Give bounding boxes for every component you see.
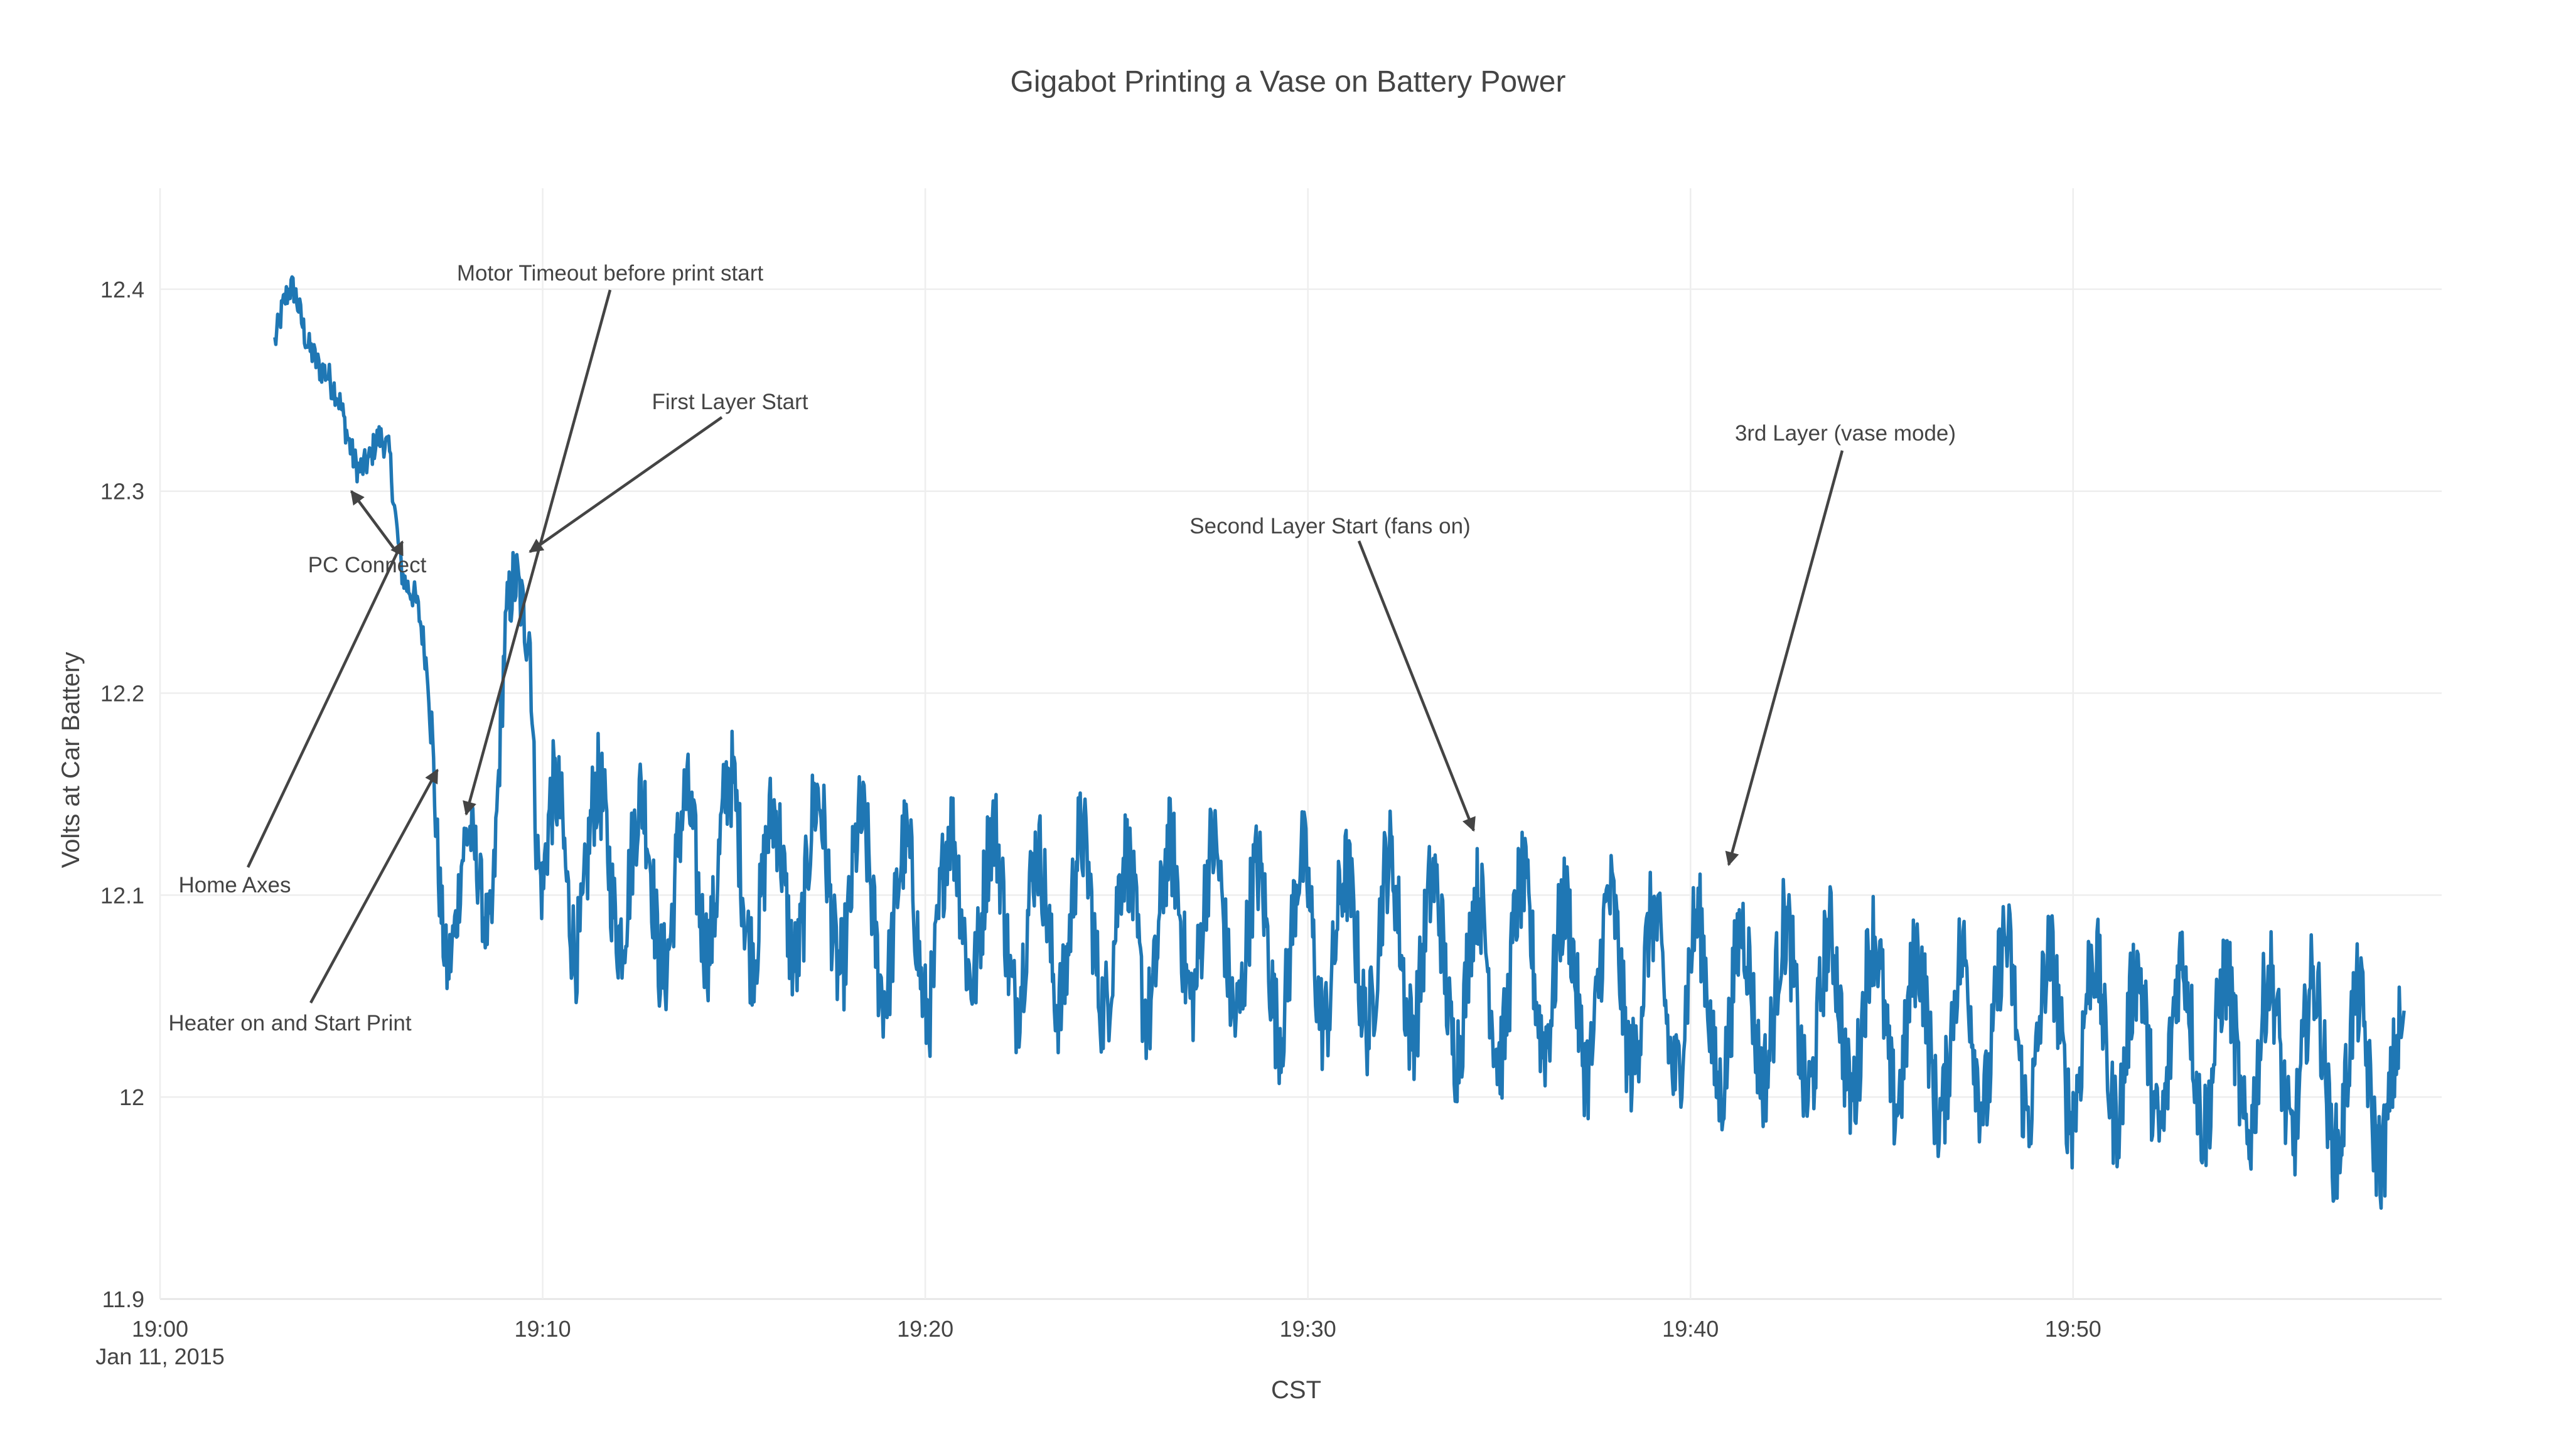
y-tick-label: 12.1 xyxy=(100,882,144,908)
x-axis-title: CST xyxy=(1271,1376,1321,1404)
x-tick-label: 19:40 xyxy=(1662,1316,1719,1342)
annotation-label: Motor Timeout before print start xyxy=(457,261,764,286)
y-tick-label: 11.9 xyxy=(102,1286,144,1312)
series-group xyxy=(273,275,2406,1210)
annotation-label: 3rd Layer (vase mode) xyxy=(1735,421,1956,446)
annotation-label: First Layer Start xyxy=(652,390,808,414)
annotation-label: Heater on and Start Print xyxy=(168,1011,411,1035)
y-tick-label: 12.4 xyxy=(100,277,144,302)
chart-title: Gigabot Printing a Vase on Battery Power xyxy=(1011,65,1566,99)
series-line-0 xyxy=(273,275,2406,1210)
annotation-arrow xyxy=(309,768,439,1004)
x-tick-label: 19:00 xyxy=(132,1316,188,1342)
annotation-label: Second Layer Start (fans on) xyxy=(1189,514,1470,538)
labels-group: 11.9 12 12.1 12.2 12.3 12.4 19:00 19:10 19:20 19:… xyxy=(95,261,2101,1369)
x-tick-label: 19:30 xyxy=(1280,1316,1336,1342)
annotation-arrow xyxy=(1357,540,1476,832)
y-tick-label: 12 xyxy=(119,1084,144,1110)
x-tick-label: 19:10 xyxy=(515,1316,571,1342)
x-date-label: Jan 11, 2015 xyxy=(95,1344,225,1369)
annotation-arrow xyxy=(1725,450,1844,867)
y-axis-title: Volts at Car Battery xyxy=(57,652,85,869)
annotation-arrow xyxy=(463,289,612,816)
x-tick-label: 19:20 xyxy=(897,1316,953,1342)
annotation-arrow xyxy=(246,540,404,868)
annotation-label: PC Connect xyxy=(308,553,427,577)
annotation-arrow xyxy=(529,416,723,554)
grid xyxy=(159,188,2442,1300)
x-tick-label: 19:50 xyxy=(2045,1316,2101,1342)
annotation-arrows xyxy=(246,289,1844,1004)
annotation-arrow xyxy=(350,489,398,554)
y-tick-label: 12.3 xyxy=(100,479,144,505)
y-tick-label: 12.2 xyxy=(100,681,144,707)
annotation-label: Home Axes xyxy=(179,873,291,897)
